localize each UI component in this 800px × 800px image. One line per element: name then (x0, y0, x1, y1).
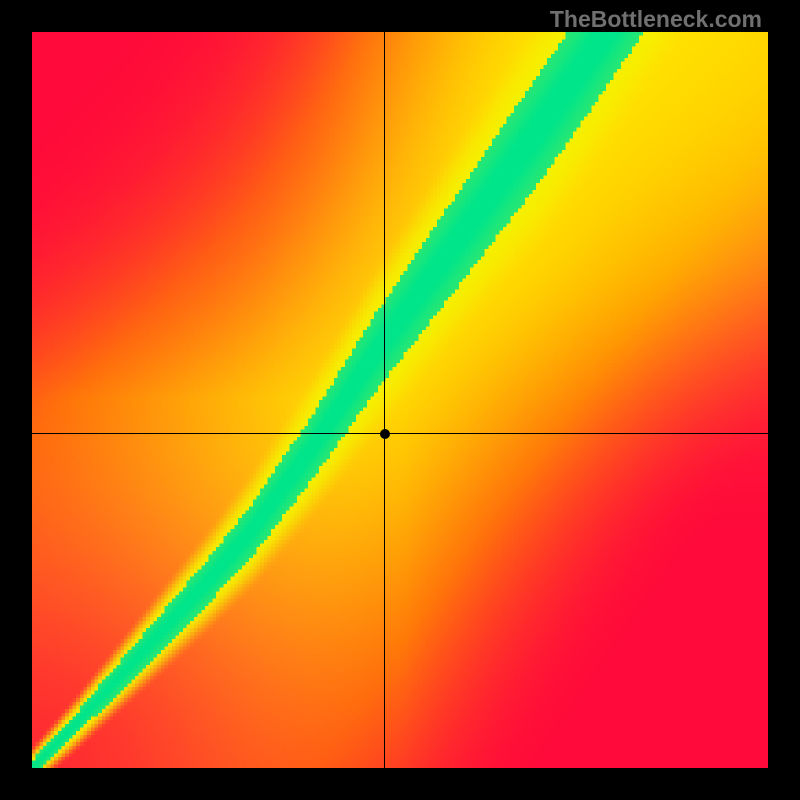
heatmap-canvas (32, 32, 768, 768)
heatmap-plot (32, 32, 768, 768)
root-container: { "watermark": { "text": "TheBottleneck.… (0, 0, 800, 800)
watermark-text: TheBottleneck.com (550, 6, 762, 33)
marker-dot (380, 429, 390, 439)
crosshair-horizontal (32, 433, 768, 434)
crosshair-vertical (384, 32, 385, 768)
